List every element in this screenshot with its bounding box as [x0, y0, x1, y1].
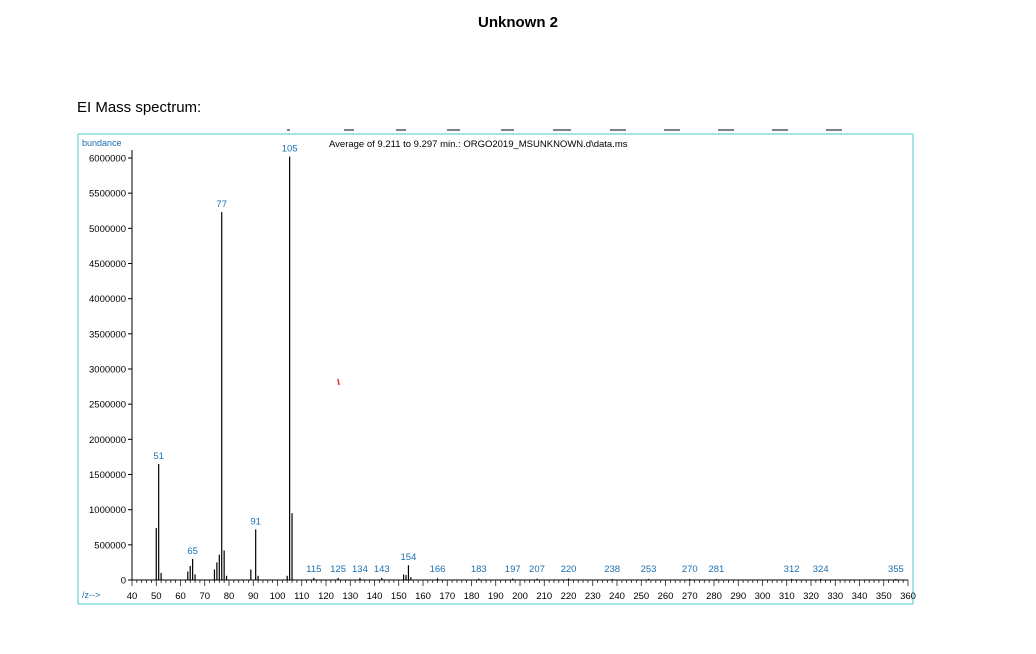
- peak-label: 125: [330, 564, 346, 575]
- spectrum-header: Average of 9.211 to 9.297 min.: ORGO2019…: [329, 139, 628, 150]
- y-tick-label: 6000000: [89, 154, 126, 165]
- x-tick-label: 60: [175, 591, 186, 602]
- x-tick-label: 240: [609, 591, 625, 602]
- y-tick-label: 3500000: [89, 329, 126, 340]
- y-tick-label: 3000000: [89, 365, 126, 376]
- y-tick-label: 500000: [94, 540, 126, 551]
- x-tick-label: 320: [803, 591, 819, 602]
- peak-label: 324: [813, 564, 829, 575]
- peak-label: 105: [282, 144, 298, 155]
- x-axis-ticks: 40 50 60 70 80 90 100 110 120 130 140 150 160 170 180 1…: [127, 580, 916, 602]
- y-tick-label: 1500000: [89, 470, 126, 481]
- x-tick-label: 80: [224, 591, 235, 602]
- x-tick-label: 290: [730, 591, 746, 602]
- x-tick-label: 260: [658, 591, 674, 602]
- x-tick-label: 300: [755, 591, 771, 602]
- peak-label: 253: [641, 564, 657, 575]
- document-title: Unknown 2: [477, 14, 558, 31]
- x-tick-label: 170: [439, 591, 455, 602]
- x-tick-label: 190: [488, 591, 504, 602]
- peak-label: 77: [216, 199, 227, 210]
- spectrum-peaks: [155, 156, 897, 580]
- x-tick-label: 230: [585, 591, 601, 602]
- peak-label: 197: [505, 564, 521, 575]
- peak-label: 220: [561, 564, 577, 575]
- x-tick-label: 70: [199, 591, 210, 602]
- peak-label: 143: [374, 564, 390, 575]
- x-tick-label: 330: [827, 591, 843, 602]
- x-tick-label: 280: [706, 591, 722, 602]
- stray-red-mark: [337, 378, 340, 386]
- peak-label: 281: [708, 564, 724, 575]
- peak-label: 238: [604, 564, 620, 575]
- section-label: EI Mass spectrum:: [77, 99, 202, 116]
- peak-label: 355: [888, 564, 904, 575]
- x-tick-label: 100: [270, 591, 286, 602]
- y-tick-label: 4500000: [89, 259, 126, 270]
- y-tick-label: 2500000: [89, 400, 126, 411]
- x-tick-label: 150: [391, 591, 407, 602]
- x-tick-label: 220: [561, 591, 577, 602]
- x-tick-label: 270: [682, 591, 698, 602]
- y-tick-label: 5000000: [89, 224, 126, 235]
- x-tick-label: 140: [367, 591, 383, 602]
- x-tick-label: 90: [248, 591, 259, 602]
- peak-label: 166: [430, 564, 446, 575]
- y-tick-label: 4000000: [89, 294, 126, 305]
- x-tick-label: 120: [318, 591, 334, 602]
- x-tick-label: 360: [900, 591, 916, 602]
- x-tick-label: 130: [342, 591, 358, 602]
- x-tick-label: 50: [151, 591, 162, 602]
- peak-label: 115: [306, 564, 321, 575]
- peak-label: 51: [153, 451, 164, 462]
- x-tick-label: 160: [415, 591, 431, 602]
- y-axis-title: bundance: [82, 138, 122, 148]
- x-tick-label: 340: [852, 591, 868, 602]
- peak-labels: 51 65 77 91 105 115 125 134 143 154 166 183 197 207 22…: [153, 144, 903, 575]
- y-axis-ticks: 0 500000 1000000 1500000 2000000 2500000 30000…: [89, 154, 132, 587]
- y-tick-label: 2000000: [89, 435, 126, 446]
- x-tick-label: 180: [464, 591, 480, 602]
- x-tick-label: 40: [127, 591, 138, 602]
- x-tick-label: 210: [536, 591, 552, 602]
- peak-label: 91: [250, 516, 261, 527]
- peak-label: 207: [529, 564, 545, 575]
- x-tick-label: 310: [779, 591, 795, 602]
- y-tick-label: 5500000: [89, 189, 126, 200]
- peak-label: 65: [187, 546, 198, 557]
- x-tick-label: 250: [633, 591, 649, 602]
- peak-label: 312: [784, 564, 800, 575]
- peak-label: 154: [401, 552, 417, 563]
- peak-label: 134: [352, 564, 368, 575]
- y-tick-label: 1000000: [89, 505, 126, 516]
- x-tick-label: 110: [294, 591, 309, 602]
- peak-label: 183: [471, 564, 487, 575]
- peak-label: 270: [682, 564, 698, 575]
- y-tick-label: 0: [121, 576, 126, 587]
- x-axis-title: /z-->: [82, 590, 100, 600]
- x-tick-label: 200: [512, 591, 528, 602]
- x-tick-label: 350: [876, 591, 892, 602]
